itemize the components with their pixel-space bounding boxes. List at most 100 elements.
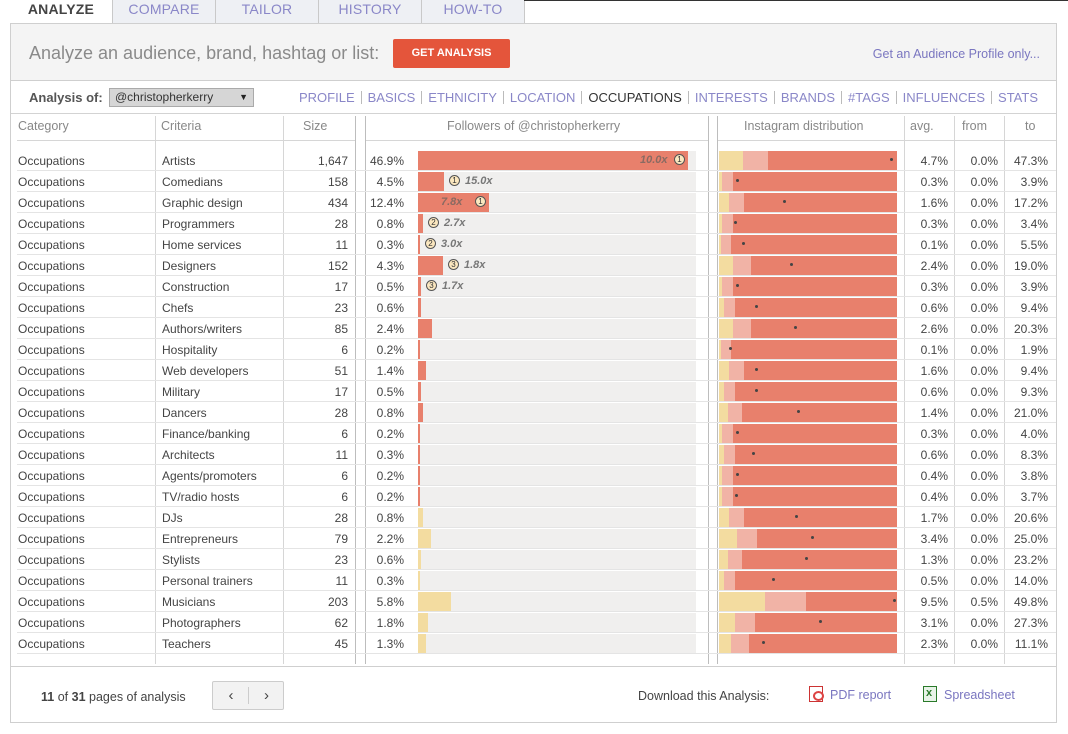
tab-how-to[interactable]: HOW-TO	[422, 0, 525, 24]
table-row[interactable]: Occupations TV/radio hosts 6 0.2% 0.4% 0.0% 3.…	[11, 486, 1056, 507]
nav-stats[interactable]: STATS	[991, 91, 1044, 104]
row-divider	[17, 548, 1056, 549]
nav-influences[interactable]: INFLUENCES	[895, 91, 991, 104]
nav-tags[interactable]: #TAGS	[841, 91, 896, 104]
distribution-low	[719, 634, 731, 653]
col-criteria-header[interactable]: Criteria	[161, 119, 202, 133]
follower-bar	[418, 256, 443, 275]
pagination-footer: 11 of 31 pages of analysis ‹ › Download …	[11, 666, 1056, 722]
distribution-base	[719, 487, 897, 506]
col-from-header[interactable]: from	[962, 119, 987, 133]
table-row[interactable]: Occupations Personal trainers 11 0.3% 0.5% 0.…	[11, 570, 1056, 591]
prev-page-button[interactable]: ‹	[228, 687, 234, 704]
to-cell: 5.5%	[1020, 238, 1048, 252]
nav-basics[interactable]: BASICS	[360, 91, 422, 104]
top-divider	[524, 0, 1068, 1]
table-row[interactable]: Occupations Hospitality 6 0.2% 0.1% 0.0% 1.9%	[11, 339, 1056, 360]
next-page-button[interactable]: ›	[248, 687, 284, 704]
table-row[interactable]: Occupations Home services 11 0.3% 2 3.0x 0.1% 0…	[11, 234, 1056, 255]
row-divider	[17, 380, 1056, 381]
distribution-low	[719, 424, 722, 443]
table-row[interactable]: Occupations Graphic design 434 12.4% 7.8x 1 1.…	[11, 192, 1056, 213]
table-row[interactable]: Occupations Artists 1,647 46.9% 10.0x 1 4.7% 0.…	[11, 150, 1056, 171]
percent-cell: 12.4%	[369, 196, 404, 210]
row-divider	[17, 590, 1056, 591]
table-row[interactable]: Occupations Designers 152 4.3% 3 1.8x 2.4% 0.0%…	[11, 255, 1056, 276]
follower-bar	[418, 529, 431, 548]
table-row[interactable]: Occupations Comedians 158 4.5% 1 15.0x 0.3% 0.0…	[11, 171, 1056, 192]
distribution-band	[719, 340, 731, 359]
percent-cell: 0.3%	[376, 574, 404, 588]
ratio-label: 2.7x	[444, 217, 466, 229]
table-row[interactable]: Occupations Finance/banking 6 0.2% 0.3% 0.0% 4…	[11, 423, 1056, 444]
table-row[interactable]: Occupations Entrepreneurs 79 2.2% 3.4% 0.0% 25…	[11, 528, 1056, 549]
table-row[interactable]: Occupations Dancers 28 0.8% 1.4% 0.0% 21.0%	[11, 402, 1056, 423]
table-row[interactable]: Occupations Programmers 28 0.8% 2 2.7x 0.3% 0.0…	[11, 213, 1056, 234]
criteria-cell: Agents/promoters	[162, 469, 257, 483]
ratio-label: 10.0x	[640, 154, 668, 166]
nav-occupations[interactable]: OCCUPATIONS	[581, 91, 687, 104]
row-divider	[17, 527, 1056, 528]
to-cell: 9.4%	[1020, 364, 1048, 378]
to-cell: 3.9%	[1020, 175, 1048, 189]
from-cell: 0.0%	[970, 574, 998, 588]
analysis-target-select[interactable]: @christopherkerry ▼	[109, 88, 254, 107]
to-cell: 3.9%	[1020, 280, 1048, 294]
follower-bar	[418, 235, 420, 254]
col-category-header[interactable]: Category	[18, 119, 69, 133]
percent-cell: 1.4%	[376, 364, 404, 378]
distribution-band	[719, 235, 731, 254]
avg-cell: 0.1%	[920, 238, 948, 252]
table-row[interactable]: Occupations Construction 17 0.5% 3 1.7x 0.3% 0.…	[11, 276, 1056, 297]
nav-brands[interactable]: BRANDS	[773, 91, 841, 104]
size-cell: 11	[335, 238, 348, 252]
table-row[interactable]: Occupations Agents/promoters 6 0.2% 0.4% 0.0%…	[11, 465, 1056, 486]
spreadsheet-icon[interactable]	[923, 686, 937, 702]
pdf-report-link[interactable]: PDF report	[830, 688, 892, 702]
tab-analyze[interactable]: ANALYZE	[10, 0, 113, 24]
table-row[interactable]: Occupations Photographers 62 1.8% 3.1% 0.0% 27…	[11, 612, 1056, 633]
category-cell: Occupations	[18, 343, 85, 357]
nav-location[interactable]: LOCATION	[502, 91, 582, 104]
size-cell: 45	[334, 637, 348, 651]
distribution-base	[719, 340, 897, 359]
get-analysis-button[interactable]: GET ANALYSIS	[393, 39, 510, 68]
table-row[interactable]: Occupations Military 17 0.5% 0.6% 0.0% 9.3%	[11, 381, 1056, 402]
percent-cell: 2.2%	[376, 532, 404, 546]
criteria-cell: Construction	[162, 280, 230, 294]
distribution-low	[719, 214, 722, 233]
page-indicator: 11 of 31 pages of analysis	[41, 690, 186, 704]
table-row[interactable]: Occupations Architects 11 0.3% 0.6% 0.0% 8.3%	[11, 444, 1056, 465]
tab-history[interactable]: HISTORY	[319, 0, 422, 24]
nav-profile[interactable]: PROFILE	[298, 90, 355, 105]
table-row[interactable]: Occupations Authors/writers 85 2.4% 2.6% 0.0%…	[11, 318, 1056, 339]
analyze-header: Analyze an audience, brand, hashtag or l…	[11, 24, 1056, 81]
table-row[interactable]: Occupations Stylists 23 0.6% 1.3% 0.0% 23.2%	[11, 549, 1056, 570]
criteria-cell: Photographers	[162, 616, 241, 630]
to-cell: 19.0%	[1013, 259, 1048, 273]
table-row[interactable]: Occupations Teachers 45 1.3% 2.3% 0.0% 11.1%	[11, 633, 1056, 654]
table-row[interactable]: Occupations DJs 28 0.8% 1.7% 0.0% 20.6%	[11, 507, 1056, 528]
distribution-base	[719, 445, 897, 464]
column-divider	[708, 116, 709, 664]
nav-ethnicity[interactable]: ETHNICITY	[421, 91, 503, 104]
category-cell: Occupations	[18, 280, 85, 294]
percent-cell: 0.8%	[376, 406, 404, 420]
col-size-header[interactable]: Size	[303, 119, 328, 133]
audience-profile-link[interactable]: Get an Audience Profile only...	[872, 47, 1040, 61]
rank-badge-icon: 1	[475, 196, 486, 207]
pdf-icon[interactable]	[809, 686, 824, 702]
nav-interests[interactable]: INTERESTS	[687, 91, 774, 104]
col-to-header[interactable]: to	[1025, 119, 1036, 133]
spreadsheet-link[interactable]: Spreadsheet	[944, 688, 1015, 702]
tab-compare[interactable]: COMPARE	[113, 0, 216, 24]
header-rule	[365, 140, 708, 141]
analysis-target-value: @christopherkerry	[115, 90, 214, 104]
table-row[interactable]: Occupations Web developers 51 1.4% 1.6% 0.0% 9…	[11, 360, 1056, 381]
tab-tailor[interactable]: TAILOR	[216, 0, 319, 24]
col-avg-header[interactable]: avg.	[910, 119, 934, 133]
table-row[interactable]: Occupations Chefs 23 0.6% 0.6% 0.0% 9.4%	[11, 297, 1056, 318]
criteria-cell: Home services	[162, 238, 242, 252]
table-row[interactable]: Occupations Musicians 203 5.8% 9.5% 0.5% 49.8%	[11, 591, 1056, 612]
avg-cell: 0.4%	[920, 469, 948, 483]
